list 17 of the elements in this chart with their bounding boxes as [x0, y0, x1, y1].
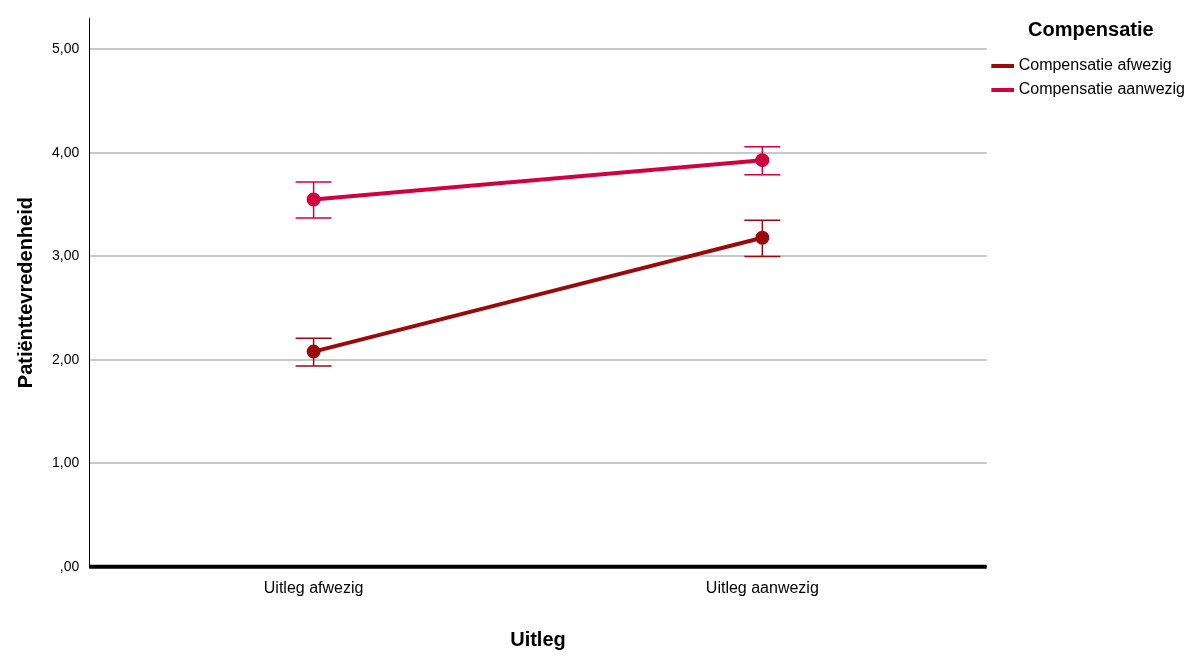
x-tick-label: Uitleg aanwezig — [705, 578, 819, 596]
point — [306, 192, 321, 207]
point — [755, 153, 770, 168]
y-tick-label: 1,00 — [52, 454, 80, 471]
legend-label: Compensatie aanwezig — [1018, 80, 1186, 98]
y-tick-label: 5,00 — [52, 40, 80, 57]
point — [306, 344, 321, 359]
y-tick-label: 2,00 — [52, 350, 80, 367]
y-axis-title: Patiënttevredenheid — [13, 197, 36, 389]
legend-label: Compensatie afwezig — [1018, 56, 1172, 74]
legend-title: Compensatie — [1028, 17, 1154, 40]
y-tick-label: 4,00 — [52, 143, 80, 160]
y-tick-label: 3,00 — [52, 247, 80, 264]
y-tick-label: ,00 — [59, 557, 80, 574]
x-tick-label: Uitleg afwezig — [263, 578, 364, 596]
point — [755, 230, 770, 245]
x-axis-title: Uitleg — [510, 627, 566, 650]
